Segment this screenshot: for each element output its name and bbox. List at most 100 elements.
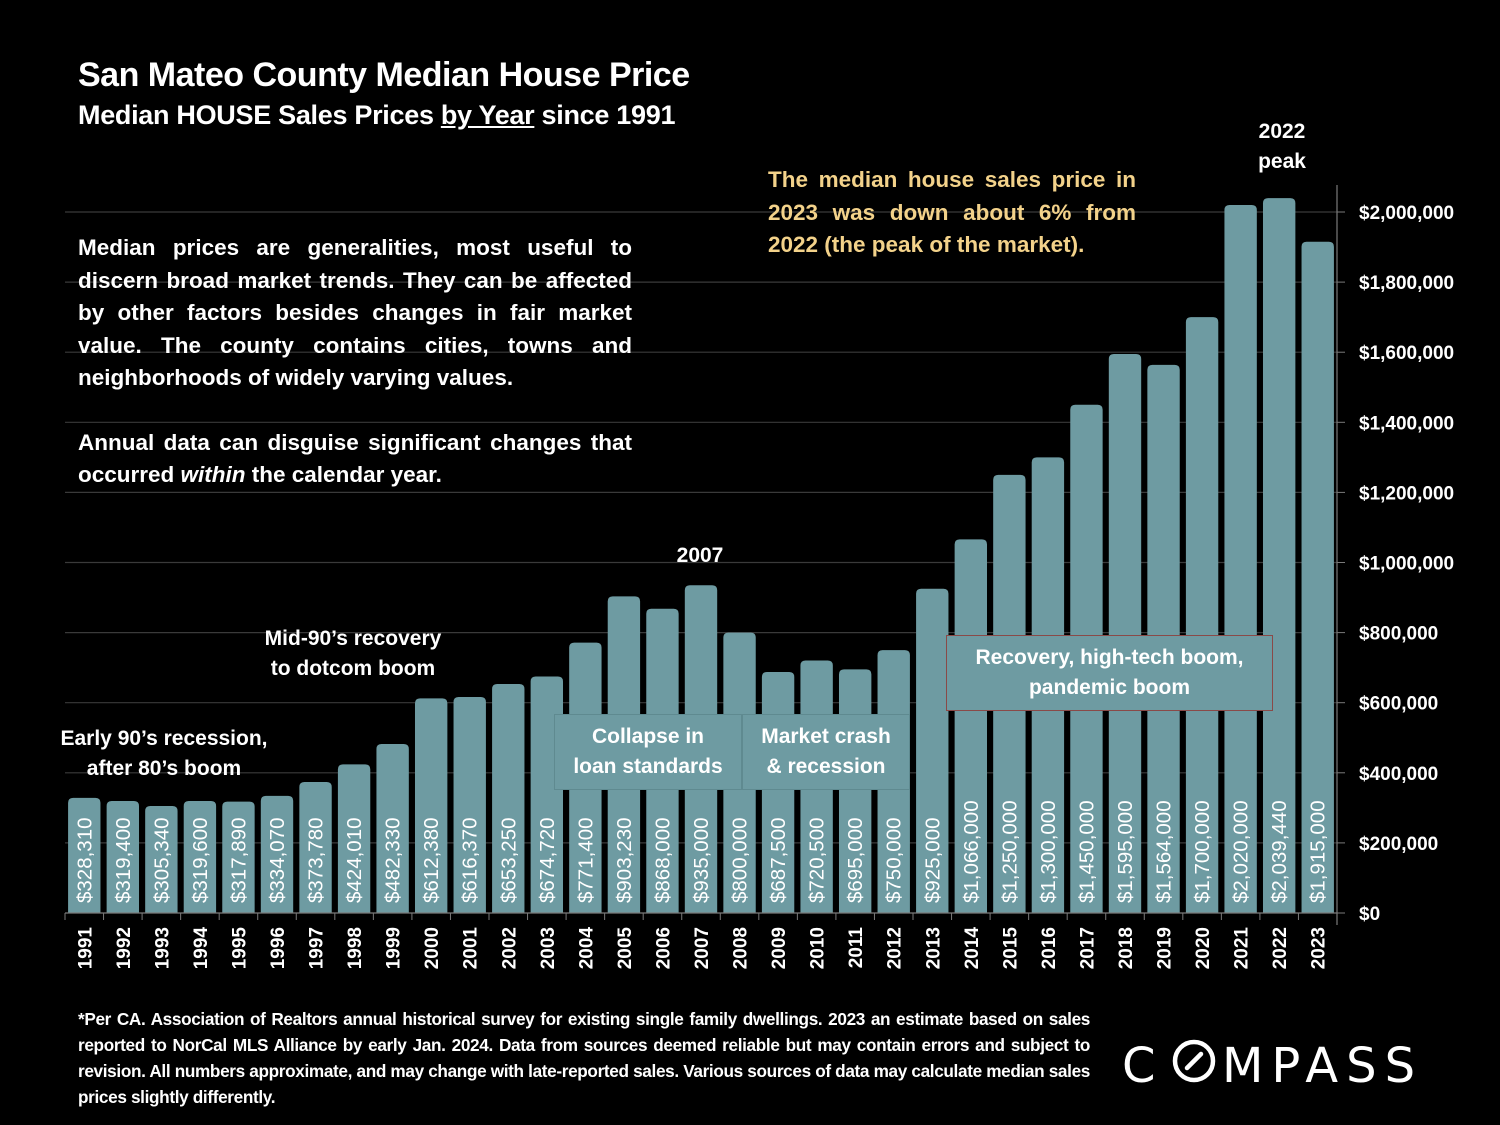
gridlines (65, 211, 1337, 844)
subtitle-text-end: since 1991 (534, 100, 676, 130)
bar-value-label: $750,000 (883, 817, 906, 903)
x-tick-label: 2012 (885, 927, 906, 969)
bar (222, 801, 255, 913)
note-paragraph-2: Annual data can disguise significant cha… (78, 427, 632, 492)
bar-value-label: $925,000 (921, 817, 944, 903)
bar-value-label: $1,300,000 (1037, 800, 1060, 903)
x-tick-label: 2011 (846, 927, 867, 969)
bar-value-label: $424,010 (343, 817, 366, 903)
bar-value-label: $771,400 (574, 817, 597, 903)
bar (414, 698, 448, 913)
y-tick-label: $200,000 (1359, 834, 1438, 855)
x-tick-label: 2002 (499, 927, 520, 969)
y-tick-label: $0 (1359, 904, 1380, 925)
bar-value-label: $800,000 (729, 817, 752, 903)
x-tick-label: 2022 (1270, 927, 1291, 969)
y-tick-label: $400,000 (1359, 764, 1438, 785)
logo-text-rest: MPASS (1222, 1038, 1423, 1092)
x-tick-label: 2007 (692, 927, 713, 969)
annotation-line: 2022 (1258, 120, 1306, 143)
note-italic: within (180, 462, 246, 487)
x-tick-label: 1994 (191, 927, 212, 970)
x-tick-label: 2019 (1155, 927, 1176, 969)
x-tick-label: 2008 (731, 927, 752, 969)
y-tick-label: $1,400,000 (1359, 413, 1454, 434)
compass-logo-icon: C MPASS (1122, 1038, 1423, 1094)
subtitle-underlined: by Year (440, 100, 535, 130)
x-tick-label: 1995 (229, 927, 250, 970)
bar (299, 781, 332, 913)
x-tick-label: 2000 (422, 927, 443, 969)
bar-value-label: $319,400 (112, 817, 135, 903)
bar-value-label: $373,780 (305, 817, 328, 903)
y-axis: $0 $200,000 $400,000 $600,000 $800,000 $1,000… (1336, 185, 1454, 925)
annotation-line: Mid-90’s recovery (264, 627, 442, 650)
annotation-line: Early 90’s recession, (60, 727, 268, 750)
x-tick-label: 2013 (923, 927, 944, 969)
x-tick-label: 2015 (1000, 927, 1021, 970)
annotation-mid-90s: Mid-90’s recovery to dotcom boom (240, 624, 466, 684)
annotation-line: pandemic boom (1028, 676, 1191, 699)
x-tick-label: 2009 (769, 927, 790, 969)
bar (183, 800, 217, 913)
annotation-line: Recovery, high-tech boom, (975, 646, 1244, 669)
explanatory-note: Median prices are generalities, most use… (78, 232, 632, 524)
x-tick-label: 1991 (75, 927, 96, 970)
bar (106, 801, 140, 913)
compass-o-icon (1172, 1039, 1216, 1083)
bar-value-label: $305,340 (150, 817, 173, 903)
bar (1185, 317, 1219, 913)
y-tick-label: $1,800,000 (1359, 273, 1454, 294)
x-tick-label: 2016 (1039, 927, 1060, 969)
note-text-end: the calendar year. (245, 462, 442, 487)
bar-value-label: $720,500 (806, 817, 829, 903)
bar (1301, 241, 1334, 914)
bar (453, 696, 486, 913)
bar (954, 539, 988, 913)
y-tick-label: $600,000 (1359, 694, 1438, 715)
x-tick-label: 1997 (307, 927, 328, 969)
bar (1262, 198, 1296, 914)
bar (916, 588, 949, 913)
annotation-line: & recession (766, 755, 886, 778)
annotation-line: Market crash (761, 725, 891, 748)
bar-value-label: $1,700,000 (1191, 800, 1214, 903)
compass-logo: C MPASS (1122, 1036, 1442, 1104)
bar (1224, 204, 1257, 914)
bar-value-label: $1,915,000 (1307, 800, 1330, 903)
bar-value-label: $317,890 (227, 817, 250, 903)
bar-value-label: $1,564,000 (1153, 800, 1176, 903)
chart-title: San Mateo County Median House Price (78, 56, 690, 94)
bar (145, 805, 178, 913)
note-paragraph-1: Median prices are generalities, most use… (78, 235, 632, 390)
annotation-2022-peak: 2022 peak (1240, 117, 1324, 177)
x-tick-label: 2006 (653, 927, 674, 969)
x-tick-label: 2018 (1116, 927, 1137, 969)
bar-value-label: $612,380 (420, 817, 443, 903)
bar (68, 797, 101, 913)
x-tick-label: 2020 (1193, 927, 1214, 969)
bar (337, 764, 371, 913)
x-axis: 1991 1992 1993 1994 1995 1996 1997 1998 1999 2000… (64, 912, 1338, 970)
bar-value-label: $674,720 (536, 817, 559, 903)
bar-value-label: $1,450,000 (1075, 800, 1098, 903)
annotation-recovery-box: Recovery, high-tech boom, pandemic boom (946, 635, 1273, 711)
bar-value-label: $868,000 (651, 817, 674, 903)
x-tick-label: 1998 (345, 927, 366, 969)
annotation-line: loan standards (573, 755, 723, 778)
annotation-line: Collapse in (591, 725, 705, 748)
bar-value-label: $616,370 (459, 817, 482, 903)
x-tick-label: 1992 (114, 927, 135, 969)
bar-value-label: $903,230 (613, 817, 636, 903)
bar-value-label: $935,000 (690, 817, 713, 903)
x-tick-label: 2014 (962, 927, 983, 970)
x-tick-label: 1999 (384, 927, 405, 969)
bar-value-label: $2,020,000 (1230, 800, 1253, 903)
annotation-line: after 80’s boom (86, 757, 242, 780)
footnote: *Per CA. Association of Realtors annual … (78, 1009, 1090, 1107)
x-tick-label: 2017 (1077, 927, 1098, 969)
note-text: Annual data can disguise significant cha… (78, 429, 632, 488)
annotation-line: to dotcom boom (270, 657, 436, 680)
subtitle-text: Median HOUSE Sales Prices (78, 100, 441, 130)
bar-value-label: $1,066,000 (960, 800, 983, 903)
